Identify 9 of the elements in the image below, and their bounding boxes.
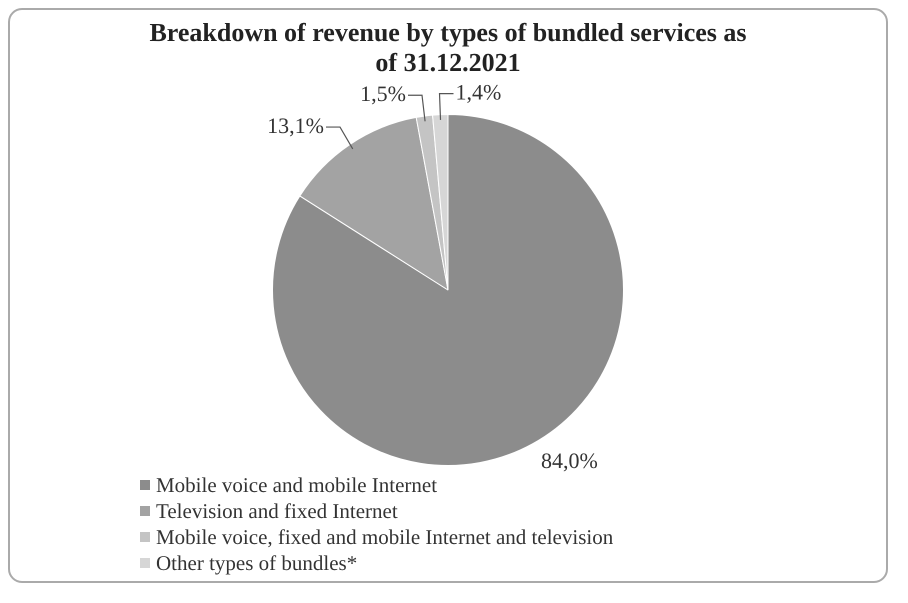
legend-label: Television and fixed Internet — [156, 498, 398, 524]
data-label: 84,0% — [541, 448, 598, 474]
data-label: 1,4% — [456, 79, 502, 104]
legend-label: Other types of bundles* — [156, 550, 358, 576]
legend-label: Mobile voice and mobile Internet — [156, 472, 438, 498]
data-label: 13,1% — [267, 112, 324, 138]
data-label: 1,5% — [360, 81, 406, 106]
chart-title: Breakdown of revenue by types of bundled services as of 31.12.2021 — [148, 18, 748, 78]
legend-label: Mobile voice, fixed and mobile Internet and television — [156, 524, 614, 550]
